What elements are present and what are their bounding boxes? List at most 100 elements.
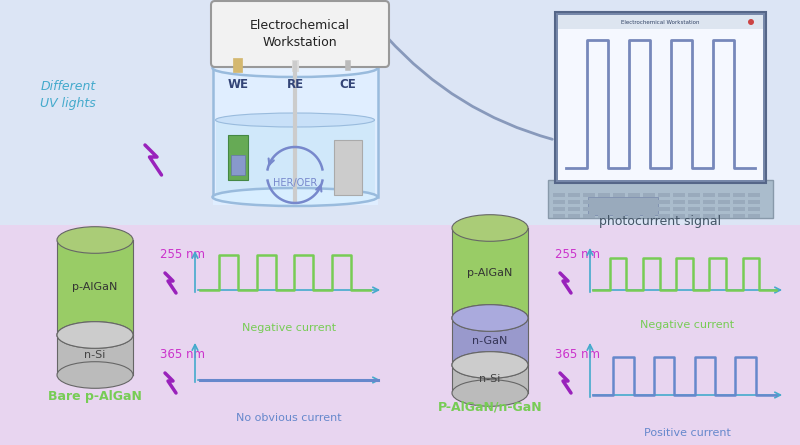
Bar [733,199,745,204]
Bar [688,199,700,204]
Text: 365 nm: 365 nm [160,348,205,361]
Bar [718,214,730,218]
Bar [452,228,528,318]
Bar [568,206,580,211]
Bar [231,155,245,175]
Bar [748,193,760,197]
Text: Electrochemical
Workstation: Electrochemical Workstation [250,19,350,49]
Text: CE: CE [340,78,356,92]
Text: WE: WE [227,78,249,92]
Bar [0,225,800,445]
Bar [568,193,580,197]
Bar [658,199,670,204]
Bar [658,206,670,211]
Text: Different
UV lights: Different UV lights [40,81,96,109]
Ellipse shape [57,322,133,348]
Text: 255 nm: 255 nm [160,248,205,262]
Ellipse shape [213,188,378,206]
Bar [228,135,248,180]
Ellipse shape [57,227,133,253]
Bar [334,140,362,195]
Text: n-GaN: n-GaN [472,336,508,347]
Bar [733,214,745,218]
Text: p-AlGaN: p-AlGaN [72,283,118,292]
Circle shape [748,19,754,25]
Bar [613,206,625,211]
Bar [718,206,730,211]
Bar [673,193,685,197]
Bar [688,193,700,197]
Bar [598,206,610,211]
Bar [548,180,773,218]
Bar [613,193,625,197]
Bar [748,206,760,211]
Bar [658,214,670,218]
Bar [568,199,580,204]
Text: Negative current: Negative current [641,320,734,330]
Ellipse shape [452,352,528,378]
Bar [703,199,715,204]
Bar [0,0,800,225]
Ellipse shape [57,362,133,388]
Bar [733,193,745,197]
Bar [748,214,760,218]
Ellipse shape [452,214,528,241]
Bar [688,214,700,218]
Bar [452,318,528,365]
Bar [598,193,610,197]
Ellipse shape [452,305,528,331]
Bar [558,15,763,29]
Text: 255 nm: 255 nm [555,248,600,262]
Ellipse shape [215,113,374,127]
Bar [588,197,658,215]
Bar [733,206,745,211]
Ellipse shape [57,322,133,348]
Bar [553,206,565,211]
Bar [213,68,378,205]
Bar [703,214,715,218]
Text: Bare p-AlGaN: Bare p-AlGaN [48,390,142,403]
Bar [553,199,565,204]
Bar [643,206,655,211]
Bar [748,199,760,204]
Bar [643,193,655,197]
Text: RE: RE [286,78,303,92]
Text: p-AlGaN: p-AlGaN [467,268,513,278]
Bar [57,240,133,335]
Bar [718,199,730,204]
Bar [558,15,763,180]
Bar [583,199,595,204]
Bar [452,365,528,393]
Bar [583,206,595,211]
Text: Positive current: Positive current [644,428,731,438]
Bar [598,199,610,204]
Ellipse shape [213,59,378,77]
Ellipse shape [452,380,528,406]
Bar [703,193,715,197]
Text: Negative current: Negative current [242,323,336,333]
Ellipse shape [452,305,528,331]
Bar [553,214,565,218]
Bar [57,335,133,375]
Text: photocurrent signal: photocurrent signal [599,215,722,228]
Bar [703,206,715,211]
Bar [598,214,610,218]
Bar [628,193,640,197]
Bar [673,214,685,218]
Bar [688,206,700,211]
Text: n-Si: n-Si [479,374,501,384]
Bar [628,199,640,204]
Bar [658,193,670,197]
Bar [643,199,655,204]
Ellipse shape [452,352,528,378]
Bar [583,193,595,197]
Text: n-Si: n-Si [84,350,106,360]
Bar [628,214,640,218]
Bar [628,206,640,211]
Bar [568,214,580,218]
Bar [613,199,625,204]
Text: No obvious current: No obvious current [236,413,342,423]
Bar [673,206,685,211]
Bar [718,193,730,197]
Text: HER/OER: HER/OER [273,178,317,188]
